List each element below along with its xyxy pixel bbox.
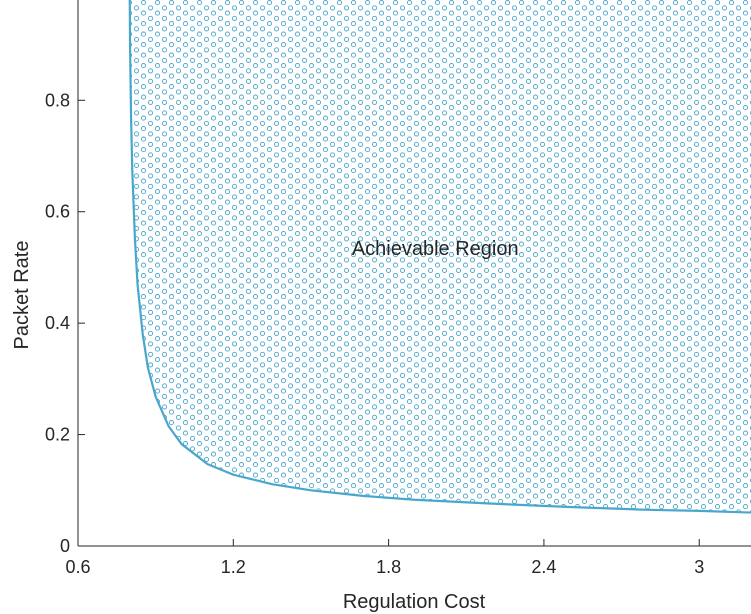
- x-tick-label: 3: [694, 557, 704, 577]
- boundary-curve-line: [128, 0, 751, 514]
- x-tick-label: 2.4: [531, 557, 556, 577]
- y-tick-label: 0.2: [45, 425, 70, 445]
- y-tick-label: 0.8: [45, 90, 70, 110]
- achievable-region-area: [129, 0, 751, 513]
- y-tick-label: 0: [60, 536, 70, 556]
- achievable-region-label: Achievable Region: [352, 238, 519, 260]
- x-tick-label: 0.6: [65, 557, 90, 577]
- x-tick-label: 1.8: [376, 557, 401, 577]
- x-axis-title: Regulation Cost: [343, 591, 486, 613]
- y-tick-label: 0.4: [45, 313, 70, 333]
- y-tick-label: 0.6: [45, 202, 70, 222]
- x-tick-label: 1.2: [221, 557, 246, 577]
- y-axis-title: Packet Rate: [11, 241, 33, 350]
